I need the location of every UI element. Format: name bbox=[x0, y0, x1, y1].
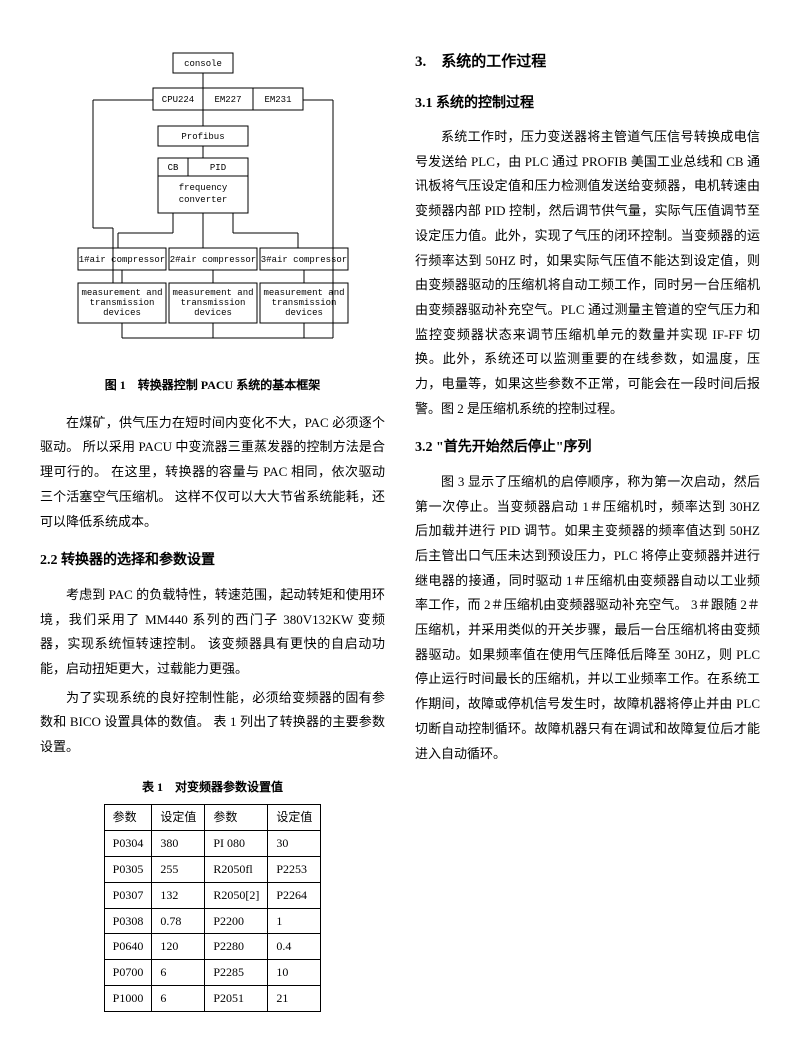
table-row: P03080.78P22001 bbox=[104, 908, 321, 934]
heading-3-2: 3.2 "首先开始然后停止"序列 bbox=[415, 435, 760, 462]
table-row: P0304380PI 08030 bbox=[104, 831, 321, 857]
table-1-caption: 表 1 对变频器参数设置值 bbox=[40, 776, 385, 799]
svg-text:devices: devices bbox=[285, 308, 323, 318]
svg-text:devices: devices bbox=[194, 308, 232, 318]
box-comp3: 3#air compressor bbox=[260, 255, 346, 265]
box-cb: CB bbox=[167, 163, 178, 173]
heading-2-2: 2.2 转换器的选择和参数设置 bbox=[40, 548, 385, 575]
svg-text:transmission: transmission bbox=[89, 298, 154, 308]
table-header-row: 参数 设定值 参数 设定值 bbox=[104, 805, 321, 831]
svg-text:devices: devices bbox=[103, 308, 141, 318]
heading-3-1: 3.1 系统的控制过程 bbox=[415, 91, 760, 118]
heading-3: 3. 系统的工作过程 bbox=[415, 48, 760, 77]
box-em231: EM231 bbox=[264, 95, 291, 105]
table-row: P0640120P22800.4 bbox=[104, 934, 321, 960]
para-right-2: 图 3 显示了压缩机的启停顺序，称为第一次启动，然后第一次停止。当变频器启动 1… bbox=[415, 470, 760, 766]
svg-text:measurement and: measurement and bbox=[263, 288, 344, 298]
table-row: P0307132R2050[2]P2264 bbox=[104, 882, 321, 908]
svg-text:measurement and: measurement and bbox=[81, 288, 162, 298]
para-left-2: 考虑到 PAC 的负载特性，转速范围，起动转矩和使用环境，我们采用了 MM440… bbox=[40, 583, 385, 682]
parameter-table: 参数 设定值 参数 设定值 P0304380PI 08030 P0305255R… bbox=[104, 804, 322, 1011]
box-comp2: 2#air compressor bbox=[169, 255, 255, 265]
svg-text:converter: converter bbox=[178, 195, 227, 205]
box-console: console bbox=[184, 59, 222, 69]
para-right-1: 系统工作时，压力变送器将主管道气压信号转换成电信号发送给 PLC，由 PLC 通… bbox=[415, 125, 760, 421]
para-left-1: 在煤矿，供气压力在短时间内变化不大，PAC 必须逐个驱动。 所以采用 PACU … bbox=[40, 411, 385, 534]
table-header: 参数 bbox=[205, 805, 268, 831]
svg-text:transmission: transmission bbox=[271, 298, 336, 308]
svg-text:transmission: transmission bbox=[180, 298, 245, 308]
box-comp1: 1#air compressor bbox=[78, 255, 164, 265]
left-column: console CPU224 EM227 EM231 Profibus CB bbox=[40, 40, 385, 1012]
table-row: P10006P205121 bbox=[104, 986, 321, 1012]
table-header: 设定值 bbox=[268, 805, 321, 831]
table-header: 参数 bbox=[104, 805, 152, 831]
box-pid: PID bbox=[209, 163, 225, 173]
table-header: 设定值 bbox=[152, 805, 205, 831]
table-row: P07006P228510 bbox=[104, 960, 321, 986]
page-layout: console CPU224 EM227 EM231 Profibus CB bbox=[40, 40, 760, 1012]
para-left-3: 为了实现系统的良好控制性能，必须给变频器的固有参数和 BICO 设置具体的数值。… bbox=[40, 686, 385, 760]
svg-text:measurement and: measurement and bbox=[172, 288, 253, 298]
table-row: P0305255R2050flP2253 bbox=[104, 857, 321, 883]
box-cpu: CPU224 bbox=[161, 95, 193, 105]
right-column: 3. 系统的工作过程 3.1 系统的控制过程 系统工作时，压力变送器将主管道气压… bbox=[415, 40, 760, 1012]
svg-text:frequency: frequency bbox=[178, 183, 227, 193]
box-em227: EM227 bbox=[214, 95, 241, 105]
box-profibus: Profibus bbox=[181, 132, 224, 142]
system-diagram: console CPU224 EM227 EM231 Profibus CB bbox=[40, 40, 385, 366]
figure-1-caption: 图 1 转换器控制 PACU 系统的基本框架 bbox=[40, 374, 385, 397]
